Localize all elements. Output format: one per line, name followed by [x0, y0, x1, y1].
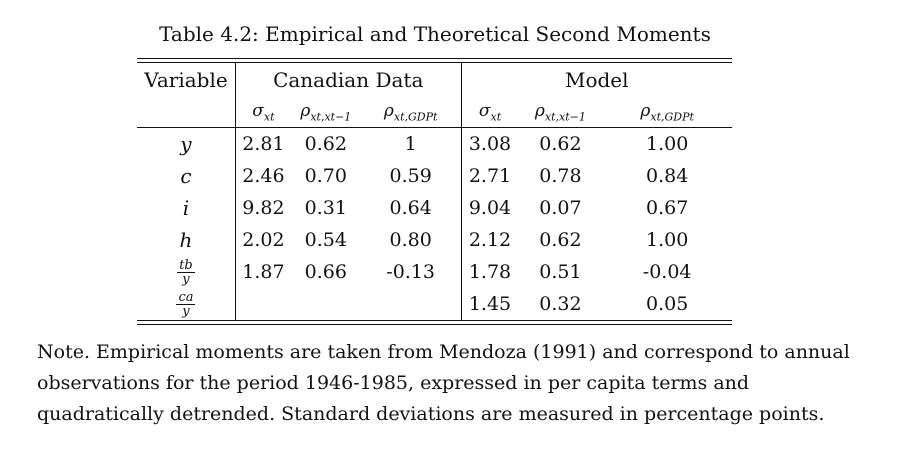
group-header-row: Variable Canadian Data Model [137, 63, 732, 97]
table-top-rule [137, 58, 732, 63]
table-cell: 0.51 [539, 261, 582, 283]
table-cell: 0.62 [539, 133, 582, 155]
table-cell: 1 [360, 127, 462, 160]
table-cell: 2.02 [242, 229, 285, 251]
table-cell: 1.78 [468, 261, 512, 283]
table-cell: 0.80 [360, 224, 462, 256]
table-cell: 1.00 [646, 133, 689, 155]
table-row: h 2.02 0.54 0.80 2.12 0.62 1.00 [137, 224, 732, 256]
stat-header-model-gdpcorr: ρxt,GDPt [602, 97, 732, 128]
table-cell: 0.54 [304, 229, 347, 251]
table-row: c 2.46 0.70 0.59 2.71 0.78 0.84 [137, 160, 732, 192]
table-cell: 0.07 [539, 197, 582, 219]
table-cell: 0.78 [539, 165, 582, 187]
table-cell: 3.08 [468, 133, 512, 155]
stat-header-model-sigma: σxt [461, 97, 519, 128]
table-cell: 2.71 [468, 165, 512, 187]
row-variable: ca y [137, 288, 236, 320]
stat-header-model-autocorr: ρxt,xt−1 [518, 97, 603, 128]
table-cell [360, 288, 462, 320]
table-cell: 0.67 [646, 197, 689, 219]
table-cell: 0.31 [304, 197, 347, 219]
stat-header-data-sigma: σxt [235, 97, 291, 128]
table-cell: 9.04 [468, 197, 512, 219]
table-note: Note. Empirical moments are taken from M… [37, 341, 850, 425]
table-cell: 1.87 [242, 261, 285, 283]
table-cell: 1.45 [468, 293, 512, 315]
stat-header-data-autocorr: ρxt,xt−1 [290, 97, 361, 128]
table-row: ca y 1.45 0.32 0.05 [137, 288, 732, 320]
group-header-model: Model [564, 68, 629, 92]
stat-header-row: σxt ρxt,xt−1 ρxt,GDPt σxt ρxt,xt−1 ρxt,G… [137, 97, 732, 128]
table-cell [291, 288, 361, 320]
stat-header-data-gdpcorr: ρxt,GDPt [360, 97, 462, 128]
table-cell: 2.46 [242, 165, 285, 187]
table-row: i 9.82 0.31 0.64 9.04 0.07 0.67 [137, 192, 732, 224]
table-cell: 0.66 [304, 261, 347, 283]
moments-table: Variable Canadian Data Model σxt ρxt,xt−… [137, 63, 732, 320]
moments-table-container: Variable Canadian Data Model σxt ρxt,xt−… [137, 58, 732, 325]
variable-fraction: ca y [176, 289, 196, 319]
stat-header-blank [137, 97, 236, 128]
table-cell: 0.62 [304, 133, 347, 155]
row-variable: c [137, 160, 236, 192]
table-cell: -0.13 [360, 256, 462, 288]
table-cell: 0.32 [539, 293, 582, 315]
table-cell: 0.62 [539, 229, 582, 251]
table-cell [235, 288, 290, 320]
row-variable: y [137, 127, 236, 160]
table-cell: 0.05 [646, 293, 689, 315]
row-variable: i [137, 192, 236, 224]
table-bottom-rule [137, 320, 732, 325]
variable-fraction: tb y [177, 257, 195, 287]
table-cell: 0.84 [646, 165, 689, 187]
table-cell: 0.59 [360, 160, 462, 192]
variable-header: Variable [137, 63, 236, 97]
table-cell: 1.00 [646, 229, 689, 251]
table-cell: 9.82 [242, 197, 285, 219]
row-variable: tb y [137, 256, 236, 288]
table-row: y 2.81 0.62 1 3.08 0.62 1.00 [137, 127, 732, 160]
group-header-canadian-data: Canadian Data [235, 63, 462, 97]
table-cell: 2.81 [242, 133, 285, 155]
table-cell: 2.12 [468, 229, 512, 251]
table-cell: 0.70 [304, 165, 347, 187]
table-cell: -0.04 [642, 261, 692, 283]
table-caption: Table 4.2: Empirical and Theoretical Sec… [159, 22, 711, 46]
table-cell: 0.64 [360, 192, 462, 224]
table-row: tb y 1.87 0.66 -0.13 1.78 0.51 -0.04 [137, 256, 732, 288]
row-variable: h [137, 224, 236, 256]
